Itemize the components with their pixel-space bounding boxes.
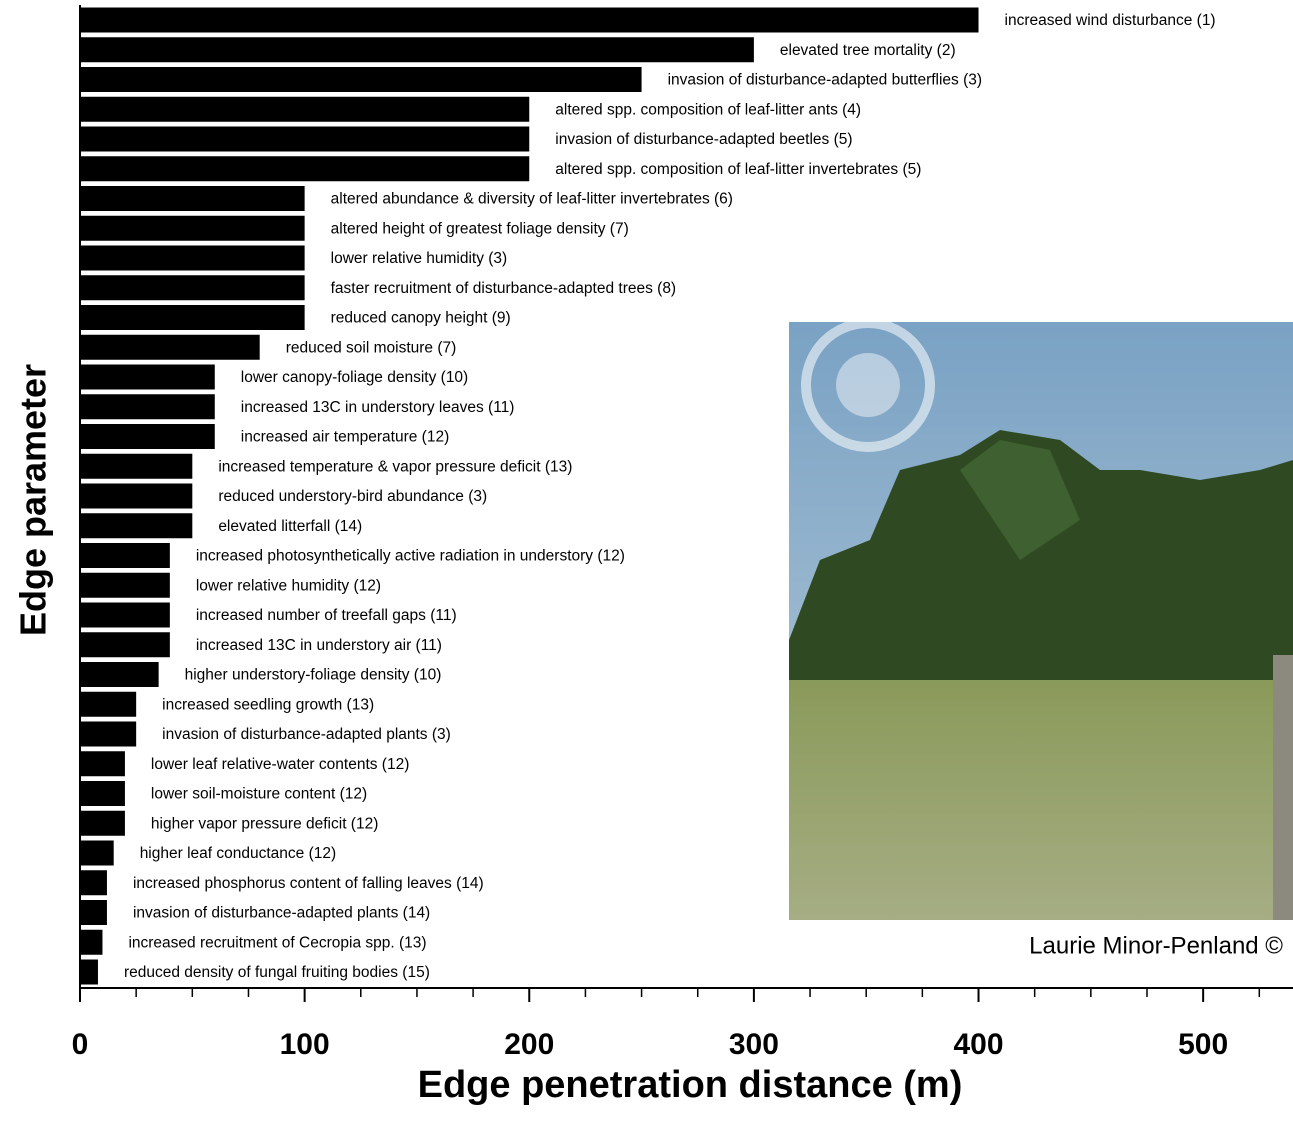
bar-label: higher vapor pressure deficit (12) bbox=[151, 815, 378, 832]
bar bbox=[80, 186, 305, 211]
bar-label: lower soil-moisture content (12) bbox=[151, 786, 367, 803]
photo-post bbox=[1273, 655, 1293, 920]
bar bbox=[80, 245, 305, 271]
bar-label: reduced density of fungal fruiting bodie… bbox=[124, 964, 430, 981]
bar bbox=[80, 870, 107, 896]
bar bbox=[80, 275, 305, 301]
bar-label: lower relative humidity (3) bbox=[331, 250, 508, 267]
bar-label: higher understory-foliage density (10) bbox=[185, 667, 442, 684]
bar-label: increased air temperature (12) bbox=[241, 429, 450, 446]
bar-label: increased 13C in understory leaves (11) bbox=[241, 399, 515, 416]
bar bbox=[80, 572, 170, 598]
bar-label: increased seedling growth (13) bbox=[162, 696, 374, 713]
bar-label: lower canopy-foliage density (10) bbox=[241, 369, 468, 386]
bar bbox=[80, 7, 979, 33]
bar bbox=[80, 900, 107, 925]
bar-label: increased photosynthetically active radi… bbox=[196, 548, 625, 565]
bar bbox=[80, 96, 530, 122]
bar bbox=[80, 156, 530, 182]
bar bbox=[80, 691, 137, 717]
bar-label: increased temperature & vapor pressure d… bbox=[218, 458, 572, 475]
x-tick-label: 300 bbox=[729, 1028, 779, 1061]
bar bbox=[80, 126, 530, 152]
photo bbox=[789, 318, 1293, 920]
bar bbox=[80, 840, 114, 866]
bar bbox=[80, 424, 215, 449]
bar bbox=[80, 37, 754, 63]
bar bbox=[80, 394, 215, 420]
bar bbox=[80, 929, 103, 955]
bar-label: higher leaf conductance (12) bbox=[140, 845, 336, 862]
x-axis-title: Edge penetration distance (m) bbox=[418, 1064, 963, 1106]
bar-label: increased wind disturbance (1) bbox=[1005, 12, 1216, 29]
bar bbox=[80, 334, 260, 360]
bar bbox=[80, 543, 170, 568]
bar-label: altered abundance & diversity of leaf-li… bbox=[331, 191, 733, 208]
bar-label: reduced understory-bird abundance (3) bbox=[218, 488, 487, 505]
bar bbox=[80, 513, 193, 539]
bar-group: increased wind disturbance (1) elevated t… bbox=[80, 7, 1216, 985]
y-axis-title: Edge parameter bbox=[13, 364, 54, 636]
photo-credit: Laurie Minor-Penland © bbox=[1029, 932, 1283, 959]
bar bbox=[80, 215, 305, 241]
bar-label: elevated litterfall (14) bbox=[218, 518, 362, 535]
x-tick-label: 400 bbox=[953, 1028, 1003, 1061]
logo-center bbox=[836, 353, 900, 417]
bar bbox=[80, 810, 125, 836]
bar-label: increased 13C in understory air (11) bbox=[196, 637, 442, 654]
logo bbox=[801, 318, 935, 452]
bar-label: increased number of treefall gaps (11) bbox=[196, 607, 457, 624]
bar bbox=[80, 483, 193, 509]
bar bbox=[80, 751, 125, 777]
bar-label: faster recruitment of disturbance-adapte… bbox=[331, 280, 676, 297]
bar bbox=[80, 453, 193, 479]
bar-label: altered height of greatest foliage densi… bbox=[331, 220, 629, 237]
bar-label: reduced canopy height (9) bbox=[331, 310, 511, 327]
bar-label: increased recruitment of Cecropia spp. (… bbox=[128, 934, 426, 951]
bar-label: increased phosphorus content of falling … bbox=[133, 875, 484, 892]
bar bbox=[80, 721, 137, 747]
bar bbox=[80, 662, 159, 687]
bar bbox=[80, 632, 170, 658]
bar-label: altered spp. composition of leaf-litter … bbox=[555, 101, 861, 118]
bar-label: invasion of disturbance-adapted plants (… bbox=[162, 726, 451, 743]
photo-field bbox=[789, 680, 1293, 920]
bar bbox=[80, 959, 98, 985]
x-tick-label: 200 bbox=[504, 1028, 554, 1061]
bar-label: elevated tree mortality (2) bbox=[780, 42, 956, 59]
bar-label: altered spp. composition of leaf-litter … bbox=[555, 161, 921, 178]
photo-forest bbox=[789, 430, 1293, 690]
x-tick-label: 100 bbox=[280, 1028, 330, 1061]
bar-label: invasion of disturbance-adapted butterfl… bbox=[668, 72, 983, 89]
bar bbox=[80, 305, 305, 330]
bar-label: reduced soil moisture (7) bbox=[286, 339, 457, 356]
bar-label: lower leaf relative-water contents (12) bbox=[151, 756, 409, 773]
photo-canopy bbox=[960, 440, 1080, 560]
x-axis: 0 100 200 300 400 500 bbox=[72, 5, 1293, 1061]
bar-label: invasion of disturbance-adapted beetles … bbox=[555, 131, 852, 148]
bar-label: lower relative humidity (12) bbox=[196, 577, 381, 594]
bar-label: invasion of disturbance-adapted plants (… bbox=[133, 905, 430, 922]
x-tick-label: 0 bbox=[72, 1028, 89, 1061]
bar bbox=[80, 602, 170, 628]
bar bbox=[80, 67, 642, 92]
bar bbox=[80, 781, 125, 806]
bar bbox=[80, 364, 215, 390]
x-tick-label: 500 bbox=[1178, 1028, 1228, 1061]
